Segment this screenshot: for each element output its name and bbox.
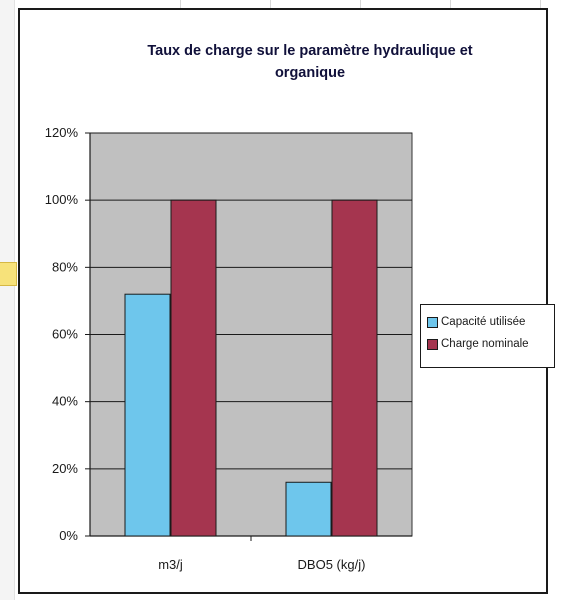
chart-legend[interactable]: Capacité utilisée Charge nominale (420, 304, 555, 368)
y-tick-label: 120% (45, 125, 79, 140)
legend-label: Capacité utilisée (441, 316, 526, 328)
legend-item: Charge nominale (427, 333, 554, 355)
legend-label: Charge nominale (441, 338, 529, 350)
column-divider (180, 0, 181, 8)
y-tick-label: 80% (52, 259, 78, 274)
legend-item: Capacité utilisée (427, 311, 554, 333)
y-tick-label: 0% (59, 528, 78, 543)
bar (285, 481, 332, 537)
y-tick-label: 40% (52, 394, 78, 409)
column-divider (450, 0, 451, 8)
column-divider (360, 0, 361, 8)
chart-title: Taux de charge sur le paramètre hydrauli… (147, 43, 473, 81)
bar (331, 199, 378, 537)
legend-swatch (427, 338, 438, 350)
column-divider (540, 0, 541, 8)
column-divider (270, 0, 271, 8)
selected-cell-marker (0, 262, 17, 286)
legend-swatch (427, 316, 438, 328)
y-tick-label: 100% (45, 192, 79, 207)
y-tick-label: 60% (52, 327, 78, 342)
x-category-label: DBO5 (kg/j) (298, 557, 366, 572)
bar (170, 199, 217, 537)
y-tick-label: 20% (52, 461, 78, 476)
bar (124, 293, 171, 537)
spreadsheet-row-strip (0, 0, 15, 600)
x-category-label: m3/j (158, 557, 183, 572)
